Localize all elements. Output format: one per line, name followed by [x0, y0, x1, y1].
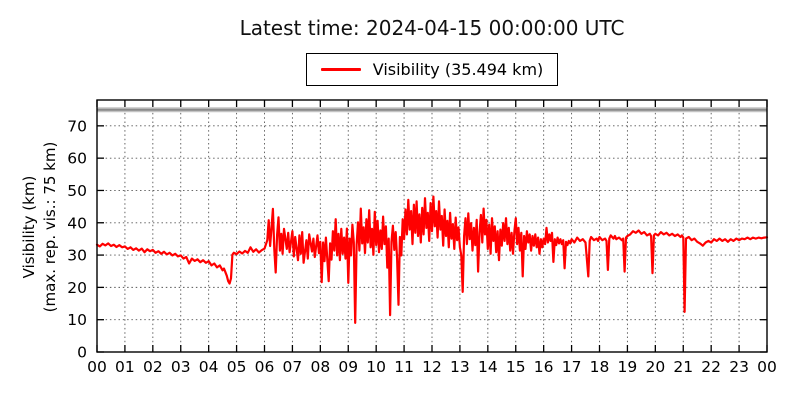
svg-text:12: 12	[422, 358, 442, 376]
svg-text:00: 00	[87, 358, 107, 376]
svg-text:14: 14	[478, 358, 498, 376]
svg-text:40: 40	[67, 214, 87, 232]
visibility-line	[95, 195, 769, 324]
svg-text:00: 00	[757, 358, 777, 376]
axis-ticks	[96, 100, 768, 353]
chart-title: Latest time: 2024-04-15 00:00:00 UTC	[239, 16, 625, 40]
svg-text:09: 09	[338, 358, 358, 376]
svg-text:18: 18	[590, 358, 610, 376]
svg-text:02: 02	[143, 358, 163, 376]
svg-text:01: 01	[115, 358, 135, 376]
svg-text:19: 19	[618, 358, 638, 376]
svg-text:16: 16	[534, 358, 554, 376]
svg-text:05: 05	[227, 358, 247, 376]
legend: Visibility (35.494 km)	[305, 53, 559, 86]
svg-text:20: 20	[67, 279, 87, 297]
svg-text:20: 20	[645, 358, 665, 376]
plot-border	[96, 99, 768, 353]
y-tick-labels: 0 10 20 30 40 50 60 70	[67, 117, 87, 361]
svg-text:13: 13	[450, 358, 470, 376]
svg-text:15: 15	[506, 358, 526, 376]
svg-text:08: 08	[310, 358, 330, 376]
svg-text:10: 10	[67, 311, 87, 329]
svg-text:04: 04	[199, 358, 219, 376]
legend-line-sample-icon	[320, 67, 361, 72]
svg-text:10: 10	[366, 358, 386, 376]
svg-text:06: 06	[255, 358, 275, 376]
svg-text:30: 30	[67, 247, 87, 265]
x-tick-labels: 00 01 02 03 04 05 06 07 08 09 10 11 12 13 14 15 16 17 18 19…	[87, 358, 777, 376]
svg-text:60: 60	[67, 150, 87, 168]
svg-text:11: 11	[394, 358, 414, 376]
svg-text:07: 07	[283, 358, 303, 376]
svg-text:0: 0	[77, 344, 87, 362]
svg-text:17: 17	[562, 358, 582, 376]
legend-wrap: Visibility (35.494 km)	[97, 53, 767, 86]
svg-text:50: 50	[67, 182, 87, 200]
svg-text:70: 70	[67, 117, 87, 135]
legend-label: Visibility (35.494 km)	[372, 60, 544, 79]
svg-text:21: 21	[673, 358, 693, 376]
svg-text:23: 23	[729, 358, 749, 376]
svg-text:22: 22	[701, 358, 721, 376]
svg-text:03: 03	[171, 358, 191, 376]
